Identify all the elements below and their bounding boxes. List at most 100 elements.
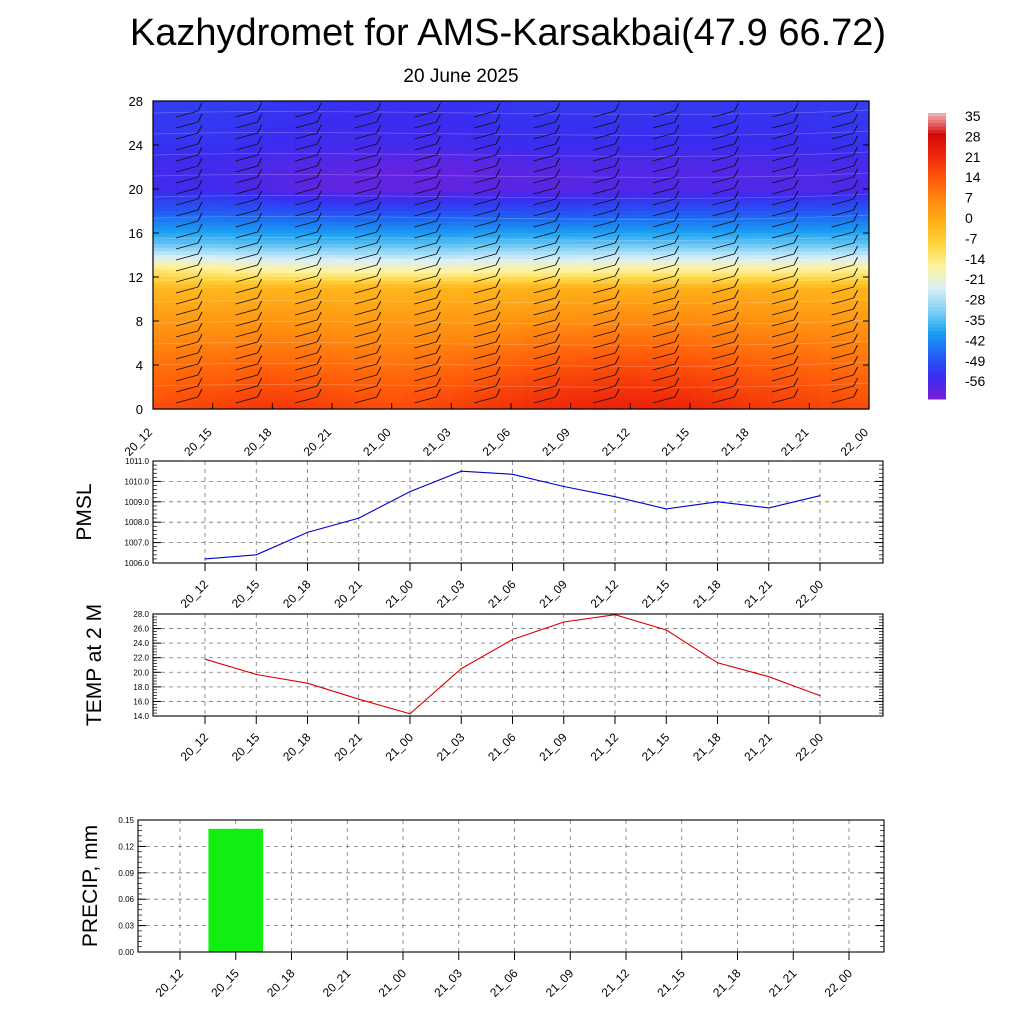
heatmap-cell <box>785 295 798 300</box>
heatmap-cell <box>725 321 739 326</box>
heatmap-cell <box>176 394 190 399</box>
heatmap-cell <box>403 244 417 249</box>
heatmap-cell <box>415 288 429 293</box>
heatmap-cell <box>690 185 703 190</box>
heatmap-cell <box>499 123 512 128</box>
heatmap-cell <box>260 317 273 322</box>
heatmap-cell <box>773 192 787 197</box>
heatmap-cell <box>690 170 703 175</box>
heatmap-cell <box>773 277 787 282</box>
heatmap-cell <box>833 343 846 348</box>
heatmap-cell <box>248 288 261 293</box>
heatmap-cell <box>200 398 214 403</box>
heatmap-cell <box>534 159 548 164</box>
heatmap-cell <box>463 112 476 117</box>
heatmap-cell <box>463 295 476 300</box>
heatmap-cell <box>773 225 787 230</box>
heatmap-cell <box>511 350 524 355</box>
heatmap-cell <box>630 354 643 359</box>
heatmap-cell <box>212 104 226 109</box>
heatmap-cell <box>451 284 464 289</box>
heatmap-cell <box>320 196 333 201</box>
heatmap-cell <box>678 141 691 146</box>
heatmap-cell <box>403 357 417 362</box>
heatmap-cell <box>558 288 572 293</box>
heatmap-cell <box>463 335 476 340</box>
heatmap-cell <box>260 178 273 183</box>
heatmap-cell <box>630 317 643 322</box>
heatmap-cell <box>463 170 476 175</box>
heatmap-cell <box>284 332 297 337</box>
heatmap-cell <box>797 310 810 315</box>
heatmap-cell <box>236 134 250 139</box>
heatmap-cell <box>570 365 584 370</box>
heatmap-cell <box>618 123 631 128</box>
heatmap-cell <box>487 401 500 406</box>
heatmap-cell <box>224 159 238 164</box>
heatmap-cell <box>379 328 393 333</box>
heatmap-cell <box>355 137 369 142</box>
heatmap-cell <box>451 108 464 113</box>
heatmap-cell <box>773 112 787 117</box>
heatmap-cell <box>212 321 226 326</box>
heatmap-cell <box>654 368 667 373</box>
heatmap-cell <box>284 269 297 274</box>
heatmap-cell <box>749 394 763 399</box>
heatmap-cell <box>487 291 500 296</box>
heatmap-cell <box>439 346 452 351</box>
heatmap-cell <box>511 163 524 168</box>
heatmap-cell <box>224 383 238 388</box>
heatmap-cell <box>701 339 715 344</box>
heatmap-cell <box>224 236 238 241</box>
heatmap-cell <box>343 112 357 117</box>
heatmap-cell <box>737 357 751 362</box>
heatmap-cell <box>153 159 166 164</box>
heatmap-cell <box>654 108 667 113</box>
heatmap-cell <box>451 398 464 403</box>
heatmap-cell <box>630 306 643 311</box>
heatmap-cell <box>176 350 190 355</box>
heatmap-cell <box>200 244 214 249</box>
heatmap-cell <box>224 126 238 131</box>
heatmap-cell <box>701 346 715 351</box>
heatmap-cell <box>713 354 727 359</box>
heatmap-cell <box>320 251 333 256</box>
heatmap-cell <box>749 196 763 201</box>
heatmap-cell <box>701 240 715 245</box>
heatmap-cell <box>833 273 846 278</box>
heatmap-cell <box>176 376 190 381</box>
heatmap-cell <box>164 236 178 241</box>
heatmap-cell <box>200 167 214 172</box>
heatmap-cell <box>522 126 536 131</box>
heatmap-cell <box>713 368 727 373</box>
heatmap-cell <box>260 207 273 212</box>
heatmap-cell <box>463 244 476 249</box>
heatmap-cell <box>761 200 775 205</box>
heatmap-cell <box>761 192 775 197</box>
heatmap-cell <box>248 313 261 318</box>
heatmap-cell <box>391 192 405 197</box>
heatmap-cell <box>451 218 464 223</box>
heatmap-cell <box>785 324 798 329</box>
heatmap-cell <box>761 398 775 403</box>
heatmap-cell <box>212 354 226 359</box>
heatmap-cell <box>713 251 727 256</box>
heatmap-cell <box>606 273 619 278</box>
heatmap-cell <box>475 361 488 366</box>
heatmap-cell <box>332 280 345 285</box>
heatmap-cell <box>522 273 536 278</box>
heatmap-cell <box>522 368 536 373</box>
heatmap-cell <box>845 310 858 315</box>
heatmap-cell <box>654 361 667 366</box>
heatmap-cell <box>188 379 202 384</box>
heatmap-cell <box>570 332 584 337</box>
heatmap-cell <box>725 383 739 388</box>
heatmap-cell <box>857 229 870 234</box>
heatmap-cell <box>630 324 643 329</box>
heatmap-cell <box>403 390 417 395</box>
heatmap-cell <box>570 152 584 157</box>
heatmap-cell <box>272 288 285 293</box>
heatmap-cell <box>260 390 273 395</box>
heatmap-cell <box>737 101 751 106</box>
heatmap-cell <box>439 156 452 161</box>
